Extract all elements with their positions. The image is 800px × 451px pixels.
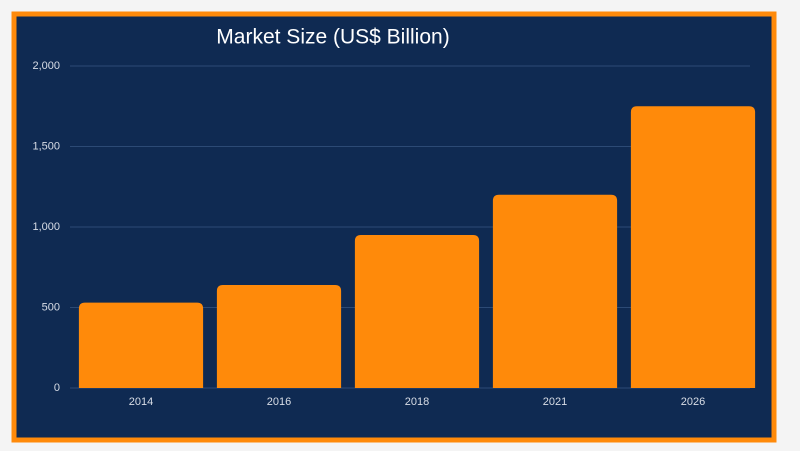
- x-tick-label: 2016: [267, 396, 291, 408]
- chart-title: Market Size (US$ Billion): [216, 26, 449, 49]
- bar: [78, 302, 204, 388]
- y-tick-label: 1,000: [32, 221, 60, 233]
- bar: [354, 235, 480, 388]
- y-tick-label: 0: [54, 382, 60, 394]
- x-tick-label: 2014: [129, 396, 153, 408]
- bar: [492, 194, 618, 388]
- x-tick-label: 2018: [405, 396, 429, 408]
- bar: [216, 284, 342, 388]
- y-tick-label: 2,000: [32, 60, 60, 72]
- x-tick-label: 2021: [543, 396, 567, 408]
- y-tick-label: 1,500: [32, 140, 60, 152]
- bar: [630, 106, 756, 388]
- y-tick-label: 500: [42, 301, 60, 313]
- x-tick-label: 2026: [681, 396, 705, 408]
